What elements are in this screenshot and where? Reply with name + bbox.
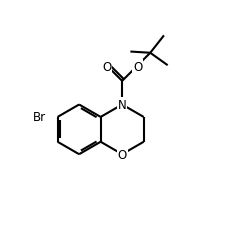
Text: O: O bbox=[102, 61, 111, 74]
Text: O: O bbox=[117, 148, 126, 161]
Text: N: N bbox=[117, 99, 126, 112]
Text: Br: Br bbox=[33, 111, 46, 124]
Text: O: O bbox=[132, 61, 142, 74]
